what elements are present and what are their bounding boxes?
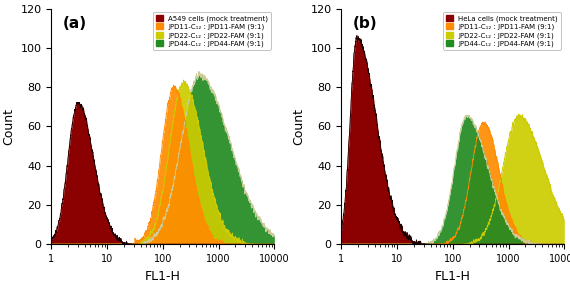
Y-axis label: Count: Count	[2, 108, 15, 145]
Text: (a): (a)	[63, 16, 87, 31]
X-axis label: FL1-H: FL1-H	[145, 270, 181, 283]
X-axis label: FL1-H: FL1-H	[435, 270, 471, 283]
Legend: HeLa cells (mock treatment), JPD11-C₁₂ : JPD11-FAM (9:1), JPD22-C₁₂ : JPD22-FAM : HeLa cells (mock treatment), JPD11-C₁₂ :…	[443, 12, 561, 50]
Text: (b): (b)	[352, 16, 377, 31]
Y-axis label: Count: Count	[292, 108, 305, 145]
Legend: A549 cells (mock treatment), JPD11-C₁₂ : JPD11-FAM (9:1), JPD22-C₁₂ : JPD22-FAM : A549 cells (mock treatment), JPD11-C₁₂ :…	[153, 12, 271, 50]
